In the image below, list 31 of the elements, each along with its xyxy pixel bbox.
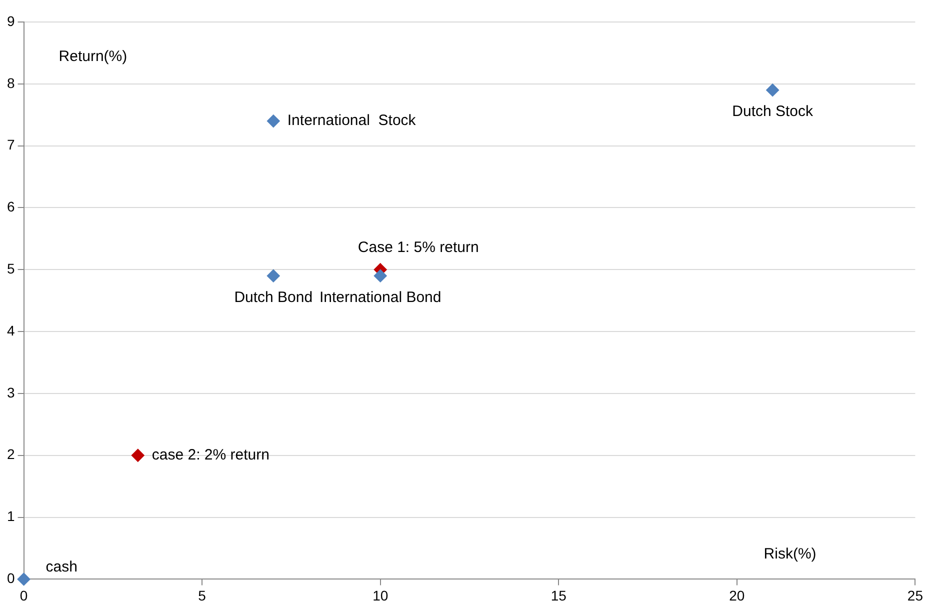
point xyxy=(374,269,387,282)
annotation: Dutch Bond xyxy=(234,288,313,306)
annotation: case 2: 2% return xyxy=(152,446,270,464)
point xyxy=(131,448,144,462)
y-tick-label: 8 xyxy=(6,74,15,91)
annotation: Dutch Stock xyxy=(732,103,814,120)
y-tick-label: 6 xyxy=(6,198,15,215)
x-tick-label: 10 xyxy=(372,587,388,604)
point xyxy=(766,84,780,97)
point xyxy=(266,114,280,128)
y-tick-label: 4 xyxy=(6,322,15,338)
y-axis-title: Return(%) xyxy=(58,48,128,66)
y-tick-label: 9 xyxy=(6,12,15,29)
x-tick-label: 5 xyxy=(198,587,206,604)
annotation: International Bond xyxy=(319,288,442,306)
y-tick-label: 3 xyxy=(6,384,15,400)
x-tick-label: 15 xyxy=(550,587,567,604)
annotation: International Stock xyxy=(287,112,416,130)
annotation: cash xyxy=(46,558,78,576)
annotation: Case 1: 5% return xyxy=(358,238,479,256)
point xyxy=(266,269,280,282)
point xyxy=(17,572,30,586)
y-tick-label: 5 xyxy=(6,260,15,277)
y-tick-label: 2 xyxy=(6,446,15,462)
x-axis-title: Risk(%) xyxy=(764,545,816,562)
x-tick-label: 20 xyxy=(729,587,745,604)
y-tick-label: 0 xyxy=(6,570,15,586)
x-tick-label: 0 xyxy=(20,587,28,604)
y-tick-label: 7 xyxy=(6,136,15,153)
x-tick-label: 25 xyxy=(907,587,924,604)
y-tick-label: 1 xyxy=(6,508,15,524)
